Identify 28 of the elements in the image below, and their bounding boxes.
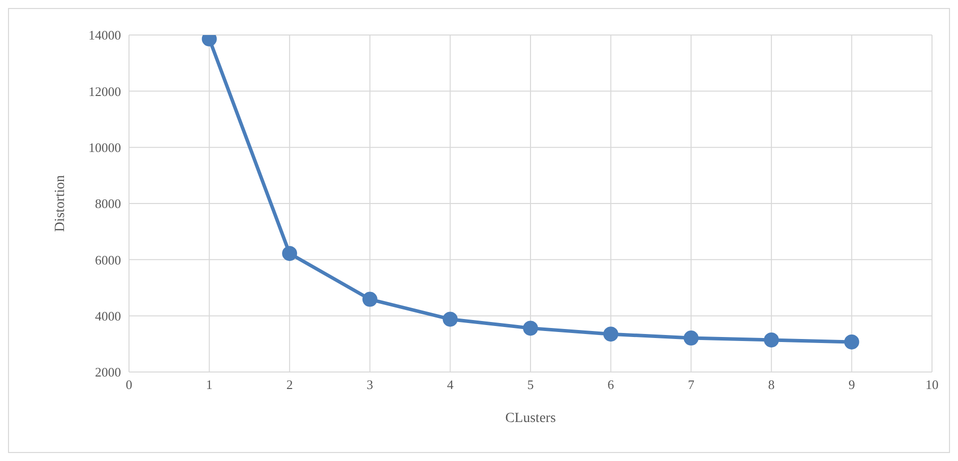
y-tick-label: 10000: [88, 140, 121, 155]
point: [684, 330, 699, 346]
y-tick-label: 6000: [95, 252, 121, 268]
point: [442, 312, 458, 327]
point: [844, 334, 860, 350]
x-tick-label: 9: [848, 377, 855, 392]
x-tick-label: 6: [608, 377, 615, 392]
point: [362, 292, 378, 307]
x-tick-label: 2: [286, 377, 293, 392]
x-tick-label: 1: [206, 377, 213, 392]
point: [282, 246, 298, 261]
x-tick-label: 10: [926, 377, 938, 392]
x-tick-label: 4: [446, 377, 454, 392]
y-tick-label: 4000: [95, 308, 121, 324]
x-tick-label: 8: [768, 377, 775, 392]
x-tick-label: 3: [366, 377, 374, 392]
point: [523, 320, 538, 336]
y-tick-label: 2000: [95, 364, 121, 380]
y-tick-label: 12000: [88, 84, 121, 99]
y-tick-label: 14000: [88, 28, 121, 43]
x-tick-label: 5: [527, 377, 534, 392]
y-tick-label: 8000: [95, 196, 121, 212]
y-axis-title: Distortion: [52, 175, 68, 232]
x-axis-title: CLusters: [505, 411, 556, 426]
point: [603, 326, 618, 342]
point: [764, 332, 779, 348]
x-tick-label: 0: [126, 377, 132, 392]
x-tick-label: 7: [688, 377, 695, 392]
